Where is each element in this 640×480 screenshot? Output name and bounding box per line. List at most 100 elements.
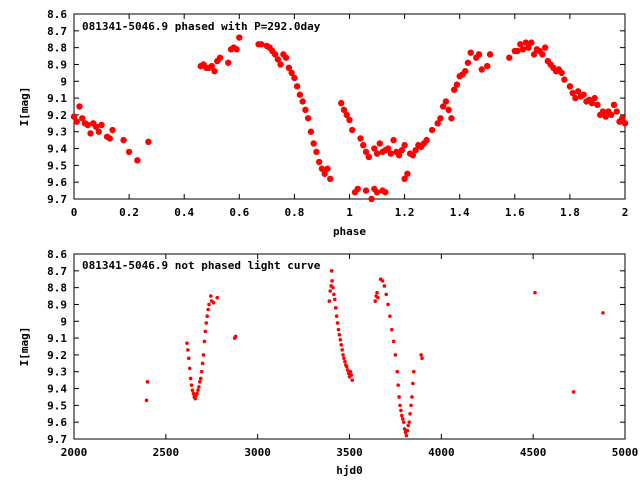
y-tick-label: 9.5: [47, 399, 67, 412]
data-point: [216, 54, 224, 61]
data-point: [207, 302, 211, 307]
data-point: [608, 111, 615, 119]
data-point: [423, 136, 430, 144]
data-point: [186, 348, 190, 352]
data-point: [601, 311, 605, 315]
y-tick-label: 8.8: [47, 282, 67, 295]
data-point: [517, 41, 524, 48]
data-point: [445, 106, 452, 114]
data-point: [79, 115, 86, 122]
data-point: [73, 118, 80, 125]
data-point: [478, 66, 485, 73]
data-point: [201, 353, 206, 357]
data-point: [380, 279, 385, 283]
data-point: [341, 353, 345, 357]
data-point: [274, 56, 282, 63]
data-point: [375, 290, 379, 295]
y-axis-label: I[mag]: [18, 87, 31, 127]
data-point: [395, 369, 400, 374]
data-point: [371, 145, 378, 152]
data-point: [339, 343, 344, 347]
data-point: [338, 337, 343, 342]
data-point: [208, 62, 215, 70]
data-point: [258, 41, 265, 48]
data-point: [199, 369, 204, 374]
data-point: [233, 334, 238, 339]
data-point: [318, 165, 326, 172]
data-point: [233, 46, 240, 53]
data-point: [362, 187, 370, 194]
x-axis-ticks: 2000 2500 3000 3500 4000 4500 5000: [61, 254, 639, 459]
x-tick-label: 0.4: [174, 206, 194, 219]
data-point: [519, 46, 527, 53]
data-point: [343, 359, 347, 364]
data-point: [561, 76, 568, 83]
data-point: [209, 294, 213, 298]
data-point: [411, 369, 416, 374]
data-point: [198, 376, 203, 381]
data-point: [186, 356, 191, 361]
data-point: [188, 376, 193, 381]
data-point: [382, 189, 389, 196]
data-point: [120, 136, 127, 144]
data-point: [354, 185, 361, 193]
data-point: [464, 59, 472, 66]
data-point: [344, 364, 349, 369]
data-point: [324, 165, 331, 172]
data-point: [572, 94, 579, 102]
data-point: [145, 380, 150, 384]
data-point: [206, 307, 210, 312]
data-point: [475, 51, 483, 58]
data-point: [387, 150, 395, 157]
data-point: [397, 395, 401, 399]
data-point: [328, 289, 333, 293]
x-axis-ticks: 0 0.2 0.4 0.6 0.8 1 1.2 1.4 1.6 1.8 2: [71, 14, 628, 219]
data-point: [109, 126, 116, 134]
data-point: [195, 391, 199, 396]
chart-title: 081341-5046.9 phased with P=292.0day: [82, 20, 321, 33]
data-point: [76, 103, 83, 110]
data-point: [291, 74, 298, 82]
data-point: [412, 147, 419, 154]
data-point: [558, 69, 565, 77]
y-tick-label: 9.5: [47, 159, 67, 172]
data-point: [329, 269, 334, 273]
data-point: [299, 98, 306, 105]
y-tick-label: 9.6: [47, 176, 67, 189]
data-point: [333, 297, 337, 302]
y-tick-label: 9.2: [47, 109, 67, 122]
data-point: [282, 54, 290, 61]
data-point: [566, 83, 574, 90]
x-tick-label: 0.6: [229, 206, 249, 219]
data-point: [594, 101, 601, 109]
data-point: [591, 94, 598, 102]
data-point: [384, 145, 392, 152]
y-tick-label: 8.8: [47, 42, 67, 55]
data-point: [420, 356, 424, 361]
data-point: [398, 147, 406, 154]
data-point: [602, 113, 609, 120]
data-point: [334, 314, 339, 319]
data-points: [144, 269, 605, 438]
y-tick-label: 9.1: [47, 332, 67, 345]
data-point: [187, 366, 192, 371]
data-point: [145, 138, 152, 146]
data-points: [70, 34, 629, 203]
data-point: [84, 121, 91, 129]
data-point: [95, 128, 102, 135]
y-tick-label: 9.4: [47, 143, 67, 156]
data-point: [350, 378, 355, 382]
x-tick-label: 5000: [612, 446, 639, 459]
data-point: [393, 353, 398, 357]
data-point: [304, 115, 312, 122]
data-point: [434, 120, 441, 127]
data-point: [396, 383, 400, 387]
data-point: [404, 433, 409, 438]
data-point: [204, 321, 209, 325]
data-point: [330, 279, 334, 283]
data-point: [296, 91, 304, 98]
data-point: [506, 54, 513, 61]
data-point: [332, 292, 336, 297]
